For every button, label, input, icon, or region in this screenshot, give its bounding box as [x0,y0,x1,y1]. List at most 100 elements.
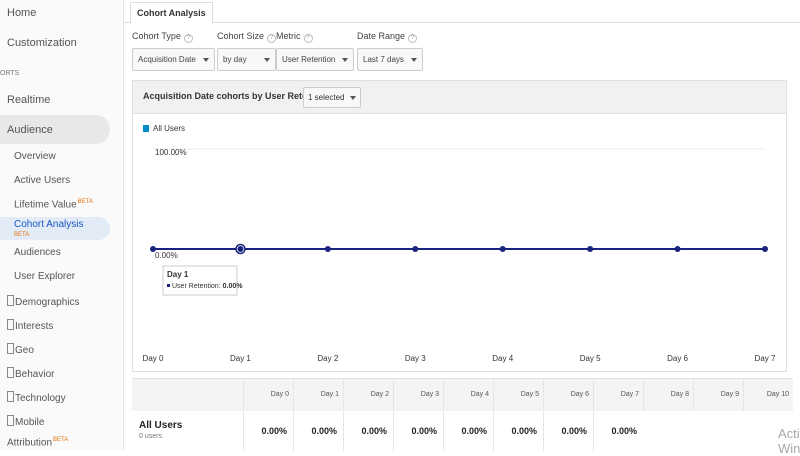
nav-item[interactable]: Geo [7,343,34,356]
dropdown[interactable]: Acquisition Date [132,48,215,71]
y-tick-label: 0.00% [155,251,178,260]
label: Geo [15,345,34,356]
cohort-table: All Users 0 users Day 0 Day 1 Day 2 Day 3 Da… [132,378,793,451]
nav-item[interactable]: Home [7,7,37,19]
cell: 0.00% [443,412,493,451]
tooltip: Day 1 User Retention: 0.00% [162,265,243,296]
control: Date Range? Last 7 days [357,31,423,71]
icon [7,391,14,402]
tooltip-swatch [167,284,170,287]
point [762,246,768,252]
nav-item[interactable]: Technology [7,391,66,404]
cell: 0.00% [293,412,343,451]
chart: All Users 0.00% 100.00% Day 0 Day 1 Day 2 Day … [143,124,776,363]
column-header: Day 2 [343,379,393,411]
nav-item[interactable]: Demographics [7,295,79,308]
control: Metric? User Retention [276,31,355,71]
column-header: Day 7 [593,379,643,411]
row-name: All Users [139,420,183,431]
cell: 0.00% [493,412,543,451]
control-label: Cohort Type [132,31,181,41]
panel-header: Acquisition Date cohorts by User Retenti… [133,81,786,114]
icon [7,415,14,426]
nav-item[interactable]: Interests [7,319,53,332]
panel-title: Acquisition Date cohorts by User Retenti… [143,91,330,101]
cell: 0.00% [243,412,293,451]
x-tick-label: Day 7 [755,354,776,363]
help-icon[interactable]: ? [267,34,277,43]
legend-label: All Users [153,124,185,133]
x-tick-label: Day 3 [405,354,426,363]
label: Attribution [7,437,53,449]
label: Interests [15,321,54,332]
tooltip-text: User Retention: 0.00% [172,283,243,290]
icon [7,295,14,306]
cell: 0.00% [393,412,443,451]
help-icon[interactable]: ? [303,34,313,43]
nav-item[interactable]: Lifetime ValueBETA [14,199,93,210]
nav-item[interactable]: Realtime [7,94,51,106]
label: Behavior [15,369,55,380]
control-label: Metric [276,31,301,41]
nav-item[interactable]: Customization [7,37,77,49]
tab[interactable]: Cohort Analysis [130,2,213,24]
column-header: Day 4 [443,379,493,411]
column-header: Day 10 [743,379,793,411]
chart-panel: Acquisition Date cohorts by User Retenti… [132,80,787,372]
main: Cohort Analysis Cohort Type? Acquisition … [124,0,800,456]
nav-item[interactable]: Behavior [7,367,54,380]
column-header: Day 9 [693,379,743,411]
x-tick-label: Day 1 [230,354,251,363]
tooltip-title: Day 1 [167,270,189,279]
cell: 0.00% [593,412,643,451]
x-tick-label: Day 0 [143,354,164,363]
x-tick-label: Day 2 [317,354,338,363]
nav-item[interactable]: AttributionBETA [7,437,68,448]
icon [7,343,14,354]
nav-item[interactable]: Overview [14,151,56,162]
help-icon[interactable]: ? [408,34,418,43]
active-section [0,115,110,144]
nav-item[interactable]: Audience [7,124,53,136]
cell: 0.00% [343,412,393,451]
column-header: Day 5 [493,379,543,411]
nav-item[interactable]: Cohort Analysis BETA [14,220,83,240]
dropdown[interactable]: User Retention [276,48,355,71]
label: Cohort Analysis [14,219,84,230]
x-tick-label: Day 5 [580,354,601,363]
nav-item[interactable]: Audiences [14,247,61,258]
control: Cohort Size? by day [217,31,277,71]
tooltip-value: 0.00% [223,283,244,290]
label: Lifetime Value [14,199,77,211]
column-header: Day 3 [393,379,443,411]
dropdown[interactable]: by day [217,48,277,71]
row-sub: 0 users [139,433,162,440]
series-selector[interactable]: 1 selected [303,87,362,108]
tooltip-box [162,265,238,296]
dropdown[interactable]: Last 7 days [357,48,423,71]
x-tick-label: Day 4 [492,354,513,363]
tooltip-label: User Retention: [172,283,221,290]
tab-bar [124,22,800,23]
point [237,246,244,252]
column-header: Day 6 [543,379,593,411]
point [412,246,419,252]
watermark: Activate Windows [778,426,800,456]
point [587,246,594,252]
column-header: Day 0 [243,379,293,411]
sidebar: Home Customization ORTS Realtime Audienc… [0,0,124,450]
label: Technology [15,393,66,404]
column-header: Day 1 [293,379,343,411]
help-icon[interactable]: ? [183,34,193,43]
column-header: Day 8 [643,379,693,411]
point [674,246,681,252]
icon [7,367,14,378]
control: Cohort Type? Acquisition Date [132,31,215,71]
nav-item[interactable]: Mobile [7,415,44,428]
nav-item[interactable]: Active Users [14,175,71,186]
nav-item[interactable]: User Explorer [14,271,76,282]
label: Demographics [15,297,80,308]
point [150,246,156,252]
point [499,246,506,252]
